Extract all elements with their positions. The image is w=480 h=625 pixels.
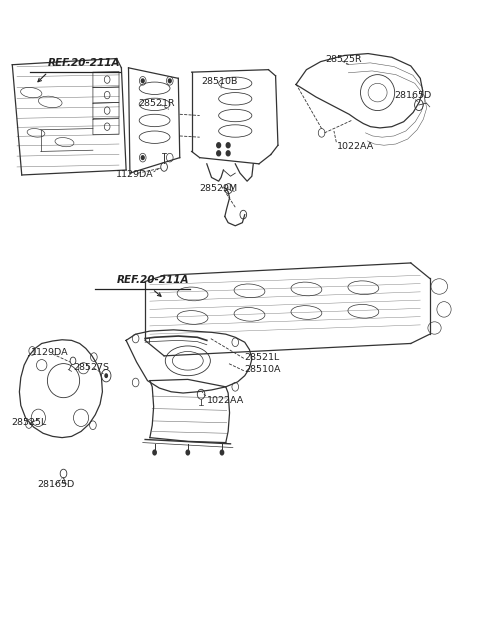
Circle shape [217, 142, 220, 148]
Text: 28521L: 28521L [245, 352, 280, 362]
Text: 1022AA: 1022AA [337, 142, 374, 151]
Circle shape [152, 449, 157, 456]
Text: 28510A: 28510A [245, 365, 281, 374]
Text: 28529M: 28529M [200, 184, 238, 193]
Text: 28527S: 28527S [73, 362, 109, 371]
Circle shape [141, 156, 144, 159]
Text: 28165D: 28165D [394, 91, 432, 100]
Circle shape [141, 79, 144, 82]
Text: 28525R: 28525R [325, 55, 362, 64]
Text: 28510B: 28510B [201, 77, 238, 86]
Circle shape [226, 151, 230, 156]
Text: REF.20-211A: REF.20-211A [117, 274, 189, 284]
Text: 28521R: 28521R [138, 99, 175, 107]
Text: 28525L: 28525L [12, 418, 47, 428]
Circle shape [226, 142, 230, 148]
Circle shape [104, 373, 108, 378]
Text: REF.20-211A: REF.20-211A [48, 58, 120, 68]
Circle shape [185, 449, 190, 456]
Circle shape [219, 449, 224, 456]
Text: 1129DA: 1129DA [31, 348, 69, 358]
Text: 1022AA: 1022AA [207, 396, 244, 405]
Text: 1129DA: 1129DA [116, 171, 153, 179]
Circle shape [168, 79, 171, 82]
Text: 28165D: 28165D [37, 480, 74, 489]
Circle shape [217, 151, 220, 156]
